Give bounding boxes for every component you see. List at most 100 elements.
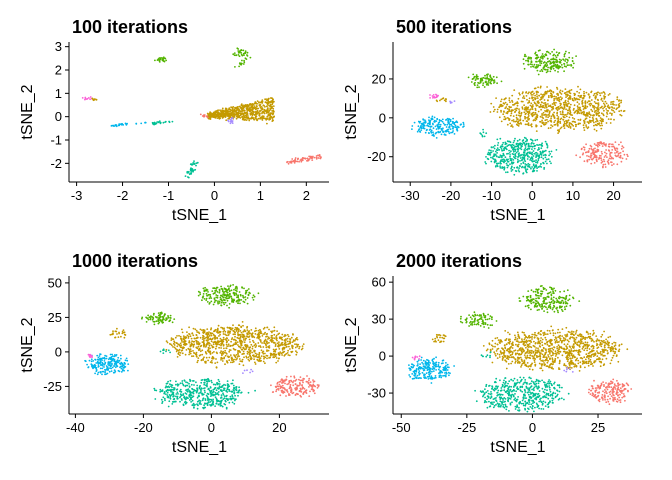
data-point — [227, 285, 229, 287]
data-point — [598, 156, 601, 159]
data-point — [598, 122, 601, 124]
data-point — [241, 341, 244, 343]
data-point — [154, 389, 156, 392]
data-point — [478, 86, 480, 89]
data-point — [492, 110, 495, 113]
data-point — [193, 340, 196, 343]
data-point — [552, 107, 555, 110]
data-point — [267, 349, 270, 352]
data-point — [103, 360, 106, 362]
data-point — [195, 339, 198, 342]
data-point — [482, 84, 484, 87]
data-point — [254, 327, 257, 330]
data-point — [516, 104, 519, 107]
data-point — [277, 345, 280, 348]
data-point — [95, 367, 97, 370]
data-point — [596, 142, 599, 144]
data-point — [209, 347, 211, 350]
data-point — [246, 104, 249, 107]
data-point — [268, 328, 270, 331]
data-point — [583, 160, 586, 163]
data-point — [249, 117, 252, 120]
data-point — [520, 100, 523, 103]
data-point — [615, 104, 617, 106]
data-point — [501, 158, 504, 161]
data-point — [253, 349, 256, 352]
data-point — [473, 76, 476, 78]
data-point — [579, 156, 581, 159]
data-point — [563, 55, 566, 58]
data-point — [197, 357, 200, 359]
x-axis-label: tSNE_1 — [172, 207, 227, 224]
data-point — [231, 397, 234, 400]
data-point — [229, 327, 232, 329]
data-point — [609, 122, 612, 124]
data-point — [259, 106, 262, 109]
data-point — [261, 335, 264, 337]
data-point — [542, 93, 544, 96]
data-point — [301, 157, 304, 159]
data-point — [220, 301, 223, 304]
data-point — [229, 332, 231, 334]
data-point — [487, 73, 489, 76]
data-point — [240, 106, 242, 109]
x-tick-label: 2 — [303, 188, 310, 203]
data-point — [545, 116, 547, 118]
data-point — [542, 111, 545, 114]
data-point — [278, 336, 281, 339]
data-point — [502, 166, 505, 169]
data-point — [286, 337, 289, 340]
data-point — [224, 301, 227, 304]
data-point — [597, 102, 600, 104]
data-point — [501, 149, 503, 152]
data-point — [255, 101, 257, 104]
data-point — [593, 143, 596, 145]
data-point — [530, 123, 533, 126]
data-point — [544, 160, 547, 163]
data-point — [571, 57, 574, 59]
data-point — [593, 108, 596, 110]
data-point — [167, 380, 170, 383]
data-point — [539, 163, 542, 165]
data-point — [251, 351, 254, 354]
data-point — [199, 291, 201, 294]
data-point — [564, 101, 566, 103]
data-point — [164, 121, 167, 123]
data-point — [192, 355, 195, 357]
data-point — [120, 367, 123, 370]
data-point — [233, 386, 236, 389]
data-point — [147, 318, 150, 321]
data-point — [224, 330, 227, 333]
data-point — [270, 330, 272, 333]
data-point — [554, 119, 557, 122]
data-point — [596, 98, 599, 101]
data-point — [550, 58, 552, 61]
data-point — [546, 143, 548, 146]
data-point — [190, 173, 193, 175]
data-point — [222, 392, 224, 395]
data-point — [219, 296, 222, 299]
data-point — [172, 346, 174, 348]
data-point — [268, 104, 270, 107]
data-point — [197, 359, 199, 362]
data-point — [594, 102, 597, 105]
data-point — [94, 365, 96, 368]
data-point — [541, 97, 544, 99]
data-point — [499, 160, 502, 163]
data-point — [616, 163, 619, 166]
data-point — [246, 105, 249, 108]
data-point — [228, 398, 230, 400]
data-point — [169, 389, 172, 391]
data-point — [242, 49, 245, 52]
data-point — [540, 93, 542, 96]
data-point — [537, 110, 540, 113]
data-point — [203, 389, 206, 392]
data-point — [216, 337, 219, 340]
data-point — [529, 56, 531, 59]
data-point — [286, 340, 289, 343]
data-point — [234, 326, 237, 329]
data-point — [544, 102, 547, 104]
data-point — [242, 63, 245, 65]
data-point — [210, 389, 213, 392]
data-point — [238, 115, 240, 118]
